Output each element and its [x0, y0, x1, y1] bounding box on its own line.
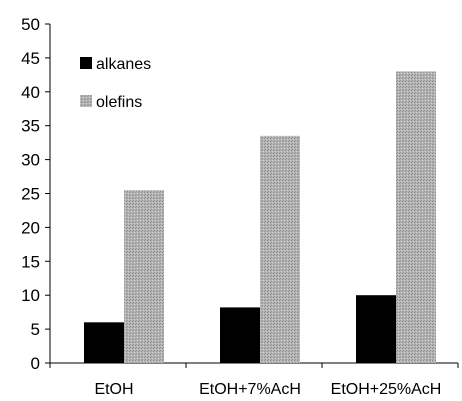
bar-olefins [260, 135, 300, 363]
y-tick-label: 35 [21, 117, 40, 136]
y-tick-label: 30 [21, 151, 40, 170]
bar-alkanes [356, 295, 396, 363]
y-tick-label: 40 [21, 83, 40, 102]
legend-label-olefins: olefins [96, 94, 142, 111]
legend: alkanes olefins [80, 56, 151, 111]
y-tick-label: 20 [21, 218, 40, 237]
bar-olefins [396, 71, 436, 364]
axis-labels: 0 5 10 15 20 25 30 35 40 45 50 EtOH EtOH+7%AcH EtOH+2… [21, 15, 441, 398]
y-tick-label: 0 [31, 354, 40, 373]
legend-swatch-alkanes [80, 57, 92, 69]
y-tick-label: 5 [31, 320, 40, 339]
legend-label-alkanes: alkanes [96, 56, 151, 73]
y-tick-label: 15 [21, 252, 40, 271]
legend-swatch-olefins [80, 95, 92, 107]
bars [84, 71, 436, 364]
bar-olefins [124, 190, 164, 363]
bar-alkanes [84, 322, 124, 363]
x-tick-label: EtOH+7%AcH [199, 381, 301, 398]
y-tick-label: 45 [21, 49, 40, 68]
y-tick-label: 10 [21, 286, 40, 305]
y-tick-label: 25 [21, 185, 40, 204]
bar-alkanes [220, 307, 260, 363]
y-tick-label: 50 [21, 15, 40, 34]
x-tick-label: EtOH+25%AcH [331, 381, 442, 398]
x-tick-label: EtOH [94, 381, 133, 398]
